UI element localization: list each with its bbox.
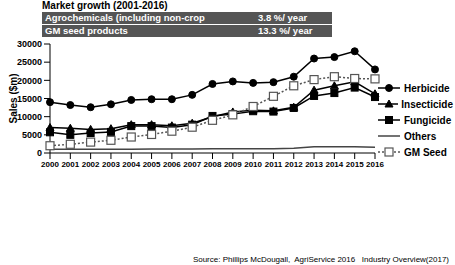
svg-text:2011: 2011 (265, 160, 283, 169)
svg-text:2004: 2004 (122, 160, 140, 169)
svg-text:0: 0 (37, 148, 42, 158)
html-text:3.8 %/ year: 3.8 %/ year (258, 12, 308, 23)
html-text:13.3 %/ year: 13.3 %/ year (258, 25, 313, 36)
svg-text:30000: 30000 (17, 39, 42, 49)
svg-text:2012: 2012 (285, 160, 303, 169)
svg-text:Sales ($m): Sales ($m) (8, 73, 19, 123)
html-text:Herbicide: Herbicide (404, 82, 450, 94)
svg-text:2000: 2000 (41, 160, 59, 169)
svg-text:2009: 2009 (224, 160, 242, 169)
svg-text:15000: 15000 (17, 94, 42, 104)
svg-text:2014: 2014 (325, 160, 343, 169)
svg-text:2001: 2001 (61, 160, 79, 169)
html-text:Fungicide: Fungicide (404, 114, 452, 126)
svg-text:2016: 2016 (366, 160, 384, 169)
svg-text:2013: 2013 (305, 160, 323, 169)
html-text:GM Seed: GM Seed (404, 146, 447, 158)
html-text:Market growth (2001-2016): Market growth (2001-2016) (42, 0, 168, 11)
svg-text:2015: 2015 (346, 160, 364, 169)
svg-text:2003: 2003 (102, 160, 120, 169)
svg-text:5000: 5000 (22, 130, 42, 140)
html-text:GM seed products: GM seed products (45, 25, 128, 36)
html-text:Others: Others (404, 130, 437, 142)
svg-text:2005: 2005 (143, 160, 161, 169)
svg-text:2007: 2007 (183, 160, 201, 169)
html-text:Insecticide: Insecticide (401, 98, 453, 110)
svg-text:2010: 2010 (244, 160, 262, 169)
html-text:Source: Phillips McDougall, Ag: Source: Phillips McDougall, AgriService … (192, 255, 449, 264)
svg-text:2006: 2006 (163, 160, 181, 169)
svg-text:25000: 25000 (17, 57, 42, 67)
html-text:Agrochemicals (including non-c: Agrochemicals (including non-crop produc… (45, 12, 205, 35)
svg-text:20000: 20000 (17, 76, 42, 86)
svg-text:2008: 2008 (204, 160, 222, 169)
svg-text:10000: 10000 (17, 112, 42, 122)
svg-text:2002: 2002 (82, 160, 100, 169)
